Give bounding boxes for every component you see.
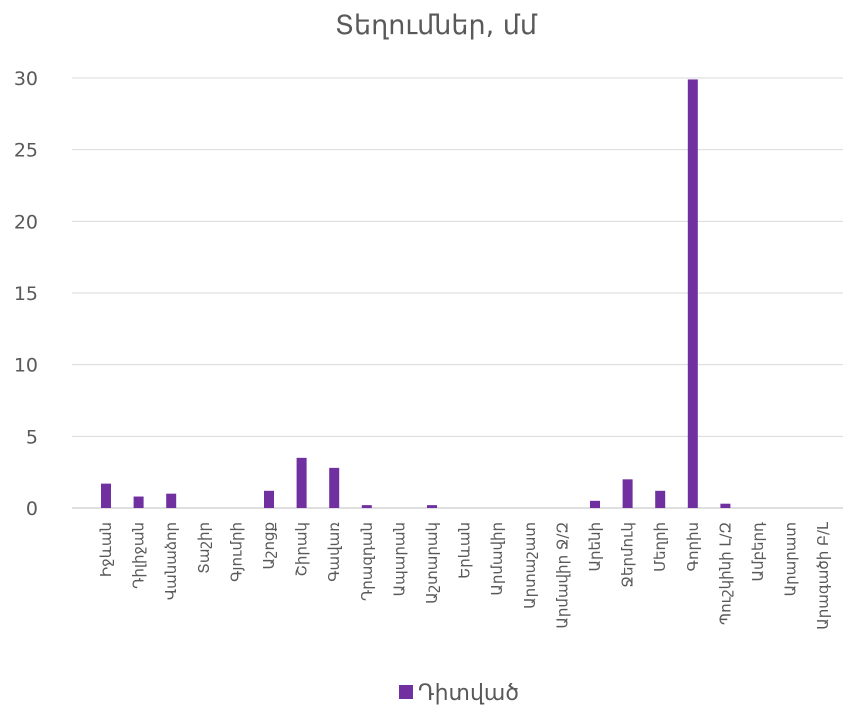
x-tick-label: Արմավիր Ջ/Զ [553,522,571,629]
bar [133,496,144,508]
x-tick-label: Դրազդան [358,522,376,601]
x-tick-label: Արագածի Բ/Լ [814,522,832,630]
y-tick-label: 20 [14,211,38,233]
y-tick-label: 10 [14,355,38,377]
legend-label-observed: Դիտված [418,681,519,706]
x-tick-label: Ամբերդ [749,522,767,582]
bar [101,483,111,508]
x-axis-labels: Իջևան Դիլիջան Վանաձոր Տաշիր Գյումրի Աշոցք Շիրա… [97,522,832,630]
y-tick-label: 25 [14,140,38,162]
x-tick-label: Իջևան [97,522,115,577]
x-tick-label: Գյումրի [227,522,245,582]
bar [329,467,340,508]
bar [590,500,600,508]
bar [296,457,307,508]
x-tick-label: Երևան [456,522,474,579]
x-tick-label: Դիլիջան [130,522,148,589]
bar [427,505,437,508]
x-tick-label: Վանաձոր [162,522,180,600]
chart-title: Տեղումներ, մմ [335,10,538,41]
bar [687,79,698,508]
x-tick-label: Տաշիր [195,522,213,574]
y-tick-label: 0 [26,498,38,520]
x-tick-label: Շիրակ [293,522,311,577]
legend-swatch-observed [399,685,413,699]
x-tick-label: Արտաշատ [521,522,539,609]
x-tick-label: Մեղրի [651,522,669,572]
legend: Դիտված [399,681,519,706]
bar [622,479,633,508]
x-tick-label: Գավառ [325,522,343,582]
x-tick-label: Գորիս [684,522,702,571]
x-tick-label: Արենի [586,522,604,572]
bar [720,503,731,508]
y-axis-ticks: 0 5 10 15 20 25 30 [14,68,38,520]
x-tick-label: Ապարան [390,522,408,596]
bars [101,79,731,508]
bar [655,490,666,508]
bar [361,505,372,508]
x-tick-label: Ջերմուկ [619,522,637,588]
bar [166,493,177,508]
y-tick-label: 5 [26,426,38,448]
x-tick-label: Պուշկինի Լ/Զ [716,522,734,625]
x-tick-label: Արարատ [782,522,800,596]
gridlines [72,77,843,509]
bar [264,490,274,508]
x-tick-label: Արմավիր [488,522,506,596]
x-tick-label: Աշոցք [260,522,278,570]
x-tick-label: Աշտարակ [423,522,441,604]
y-tick-label: 15 [14,283,38,305]
y-tick-label: 30 [14,68,38,90]
